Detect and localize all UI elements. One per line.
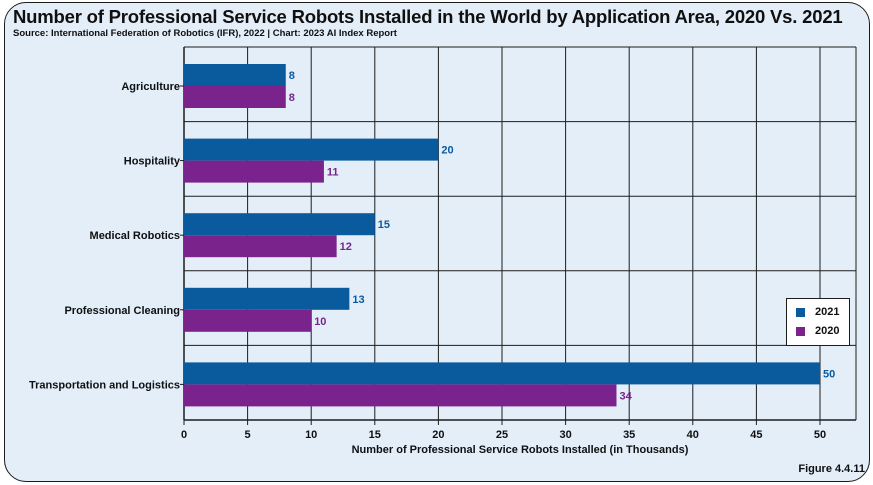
chart-source: Source: International Federation of Robo… [13,28,397,39]
x-tick-label: 5 [245,429,251,441]
figure-label: Figure 4.4.11 [798,463,865,475]
category-label: Professional Cleaning [64,305,180,317]
x-tick-label: 0 [181,429,187,441]
bar-2020 [184,235,337,258]
x-tick-label: 45 [750,429,762,441]
bar-2021 [184,213,375,236]
x-tick-label: 20 [432,429,444,441]
data-label-2021: 13 [352,294,364,306]
data-label-2020: 12 [340,241,352,253]
bars-layer [184,64,820,407]
x-axis-title: Number of Professional Service Robots In… [352,444,689,456]
data-label-2020: 11 [327,167,339,179]
category-label: Hospitality [124,156,181,168]
x-tick-label: 35 [623,429,635,441]
legend-item-2020: 2020 [796,325,839,337]
bar-2021 [184,362,820,385]
bar-2020 [184,86,286,108]
bar-2021 [184,138,439,161]
x-tick-label: 10 [305,429,317,441]
x-tick-label: 40 [687,429,699,441]
bar-2021 [184,287,350,310]
bar-2020 [184,160,324,183]
data-label-2020: 10 [314,316,326,328]
x-tick-label: 15 [369,429,381,441]
category-label: Agriculture [121,81,180,93]
x-tick-label: 50 [814,429,826,441]
x-tick-label: 25 [496,429,508,441]
labels-layer: 0 5 10 15 20 25 30 35 40 45 50 Agriculture 8 8 Hospita… [29,70,835,441]
category-label: Medical Robotics [90,230,180,242]
x-tick-label: 30 [559,429,571,441]
bar-2021 [184,64,286,86]
chart-legend: 2021 2020 [786,298,850,346]
legend-label-2020: 2020 [815,325,840,337]
legend-swatch-2021 [796,307,805,317]
chart-title: Number of Professional Service Robots In… [13,6,843,27]
bar-2020 [184,309,312,332]
data-label-2021: 50 [823,368,835,380]
data-label-2021: 20 [441,145,453,157]
legend-swatch-2020 [796,326,805,336]
data-label-2020: 34 [619,390,632,402]
bar-2020 [184,384,617,407]
data-label-2020: 8 [289,92,295,104]
legend-item-2021: 2021 [796,306,839,318]
category-label: Transportation and Logistics [29,379,180,391]
data-label-2021: 8 [289,70,295,82]
legend-label-2021: 2021 [815,306,840,318]
data-label-2021: 15 [378,219,390,231]
